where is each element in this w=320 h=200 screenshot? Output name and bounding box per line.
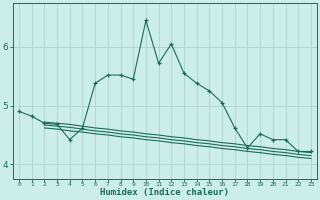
X-axis label: Humidex (Indice chaleur): Humidex (Indice chaleur) (100, 188, 229, 197)
